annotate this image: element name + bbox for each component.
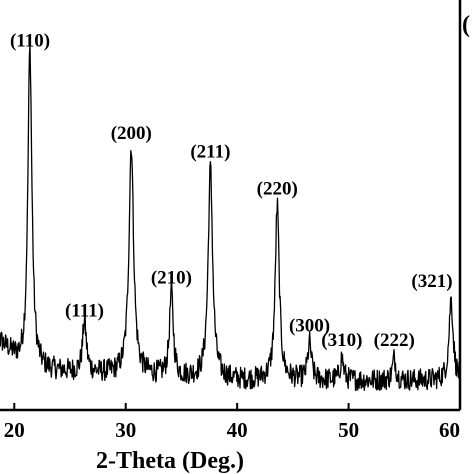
peak-label-321: (321) xyxy=(411,271,452,292)
x-tick-label-50: 50 xyxy=(338,418,359,442)
peak-label-210: (210) xyxy=(151,267,192,288)
panel-letter: ( xyxy=(462,12,470,38)
x-tick-label-40: 40 xyxy=(227,418,248,442)
peak-labels: (110) (111) (200) (210) (211) (220) (300)(310)… xyxy=(10,31,453,352)
x-tick-label-20: 20 xyxy=(4,418,25,442)
peak-label-222: (222) xyxy=(374,330,415,351)
peak-label-200: (200) xyxy=(111,123,152,144)
peak-label-211: (211) xyxy=(190,142,230,163)
x-tick-label-30: 30 xyxy=(115,418,136,442)
xrd-trace-line xyxy=(0,43,461,392)
peak-label-300: (300) xyxy=(289,315,330,336)
peak-label-310: (310) xyxy=(321,330,362,351)
x-tick-label-60: 60 xyxy=(439,418,460,442)
peak-label-111: (111) xyxy=(65,301,104,322)
peak-label-110: (110) xyxy=(10,31,50,52)
plot-area xyxy=(0,43,461,392)
x-axis-ticks: 20 30 40 50 60 xyxy=(4,403,461,442)
peak-label-220: (220) xyxy=(257,179,298,200)
x-axis-title: 2-Theta (Deg.) xyxy=(96,448,244,474)
